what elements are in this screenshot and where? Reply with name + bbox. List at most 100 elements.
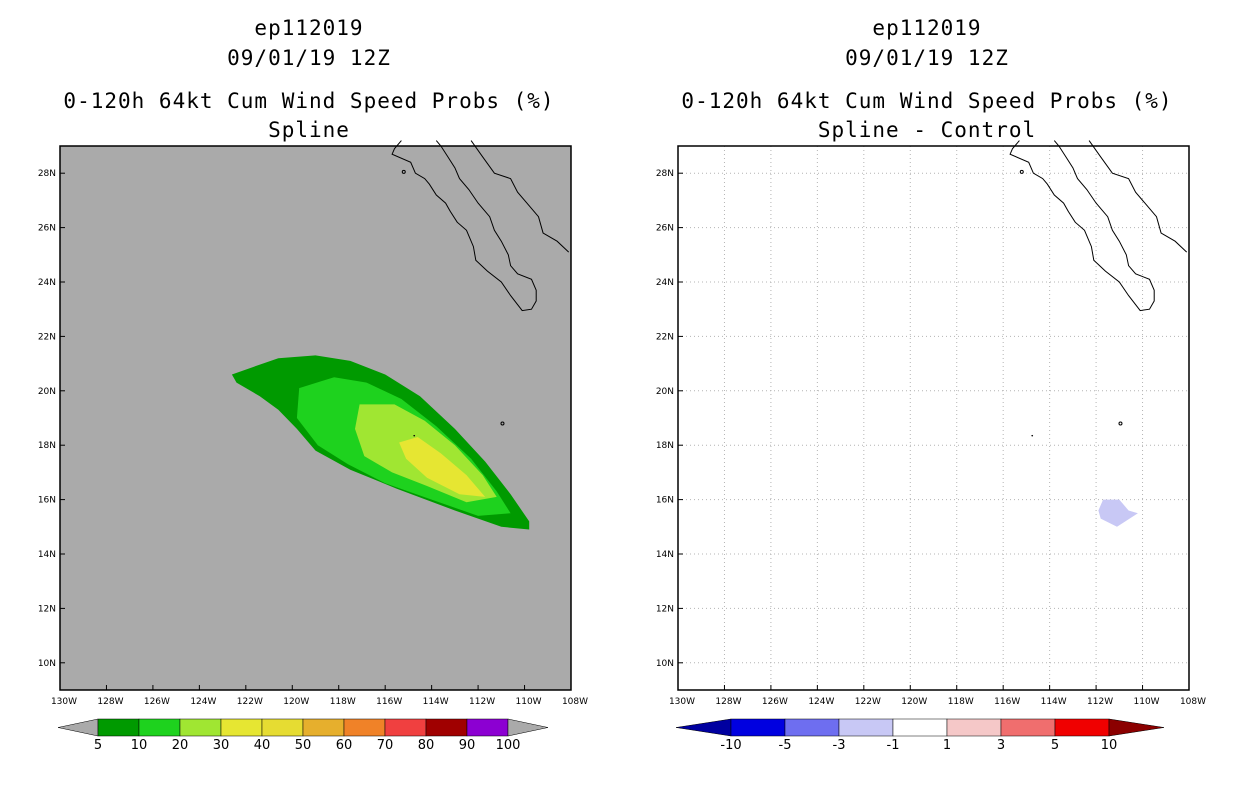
x-tick-label: 116W bbox=[994, 697, 1020, 707]
y-tick-label: 20N bbox=[38, 387, 56, 397]
plot-frame bbox=[677, 145, 1190, 691]
x-tick-label: 124W bbox=[190, 697, 216, 707]
colorbar-swatch bbox=[261, 718, 304, 737]
island-cedros bbox=[1019, 169, 1024, 174]
y-tick-label: 10N bbox=[38, 659, 56, 669]
colorbar-swatch bbox=[784, 718, 840, 737]
x-tick-label: 112W bbox=[1087, 697, 1113, 707]
y-tick-label: 22N bbox=[38, 332, 56, 342]
colorbar-swatch bbox=[343, 718, 386, 737]
x-tick-label: 124W bbox=[808, 697, 834, 707]
y-tick-label: 12N bbox=[38, 604, 56, 614]
coastline-mainland bbox=[470, 140, 570, 253]
date-title: 09/01/19 12Z bbox=[227, 46, 391, 70]
colorbar-label: 60 bbox=[336, 738, 353, 753]
colorbar-label: 50 bbox=[295, 738, 312, 753]
island-san-benedicto bbox=[413, 434, 416, 437]
x-tick-label: 118W bbox=[330, 697, 356, 707]
y-tick-label: 24N bbox=[38, 278, 56, 288]
x-tick-label: 130W bbox=[669, 697, 695, 707]
y-tick-label: 18N bbox=[38, 441, 56, 451]
y-tick-label: 26N bbox=[656, 224, 674, 234]
chart-title: 0-120h 64kt Cum Wind Speed Probs (%) bbox=[681, 89, 1173, 113]
colorbar-swatch bbox=[1054, 718, 1110, 737]
colorbar-label: 10 bbox=[131, 738, 148, 753]
colorbar-swatch bbox=[302, 718, 345, 737]
contour-fill-30 bbox=[399, 437, 486, 497]
x-tick-label: 130W bbox=[51, 697, 77, 707]
chart-title: 0-120h 64kt Cum Wind Speed Probs (%) bbox=[63, 89, 555, 113]
x-tick-label: 122W bbox=[237, 697, 263, 707]
colorbar-swatch bbox=[946, 718, 1002, 737]
colorbar-arrow-high bbox=[507, 718, 549, 737]
date-title: 09/01/19 12Z bbox=[845, 46, 1009, 70]
x-tick-label: 110W bbox=[516, 697, 542, 707]
x-tick-label: 128W bbox=[97, 697, 123, 707]
plot-frame bbox=[59, 145, 572, 691]
colorbar-swatch bbox=[384, 718, 427, 737]
x-tick-label: 126W bbox=[144, 697, 170, 707]
colorbar-label: 5 bbox=[1051, 738, 1059, 753]
x-tick-label: 126W bbox=[762, 697, 788, 707]
y-tick-label: 20N bbox=[656, 387, 674, 397]
colorbar-label: -10 bbox=[720, 738, 741, 753]
y-tick-label: 28N bbox=[656, 169, 674, 179]
colorbar-swatch bbox=[425, 718, 468, 737]
colorbar-arrow-low bbox=[57, 718, 99, 737]
colorbar-swatch bbox=[97, 718, 140, 737]
x-tick-label: 114W bbox=[423, 697, 449, 707]
island-socorro bbox=[500, 421, 505, 426]
colorbar-label: 10 bbox=[1101, 738, 1118, 753]
x-tick-label: 112W bbox=[469, 697, 495, 707]
y-tick-label: 16N bbox=[656, 496, 674, 506]
y-tick-label: 18N bbox=[656, 441, 674, 451]
y-tick-label: 24N bbox=[656, 278, 674, 288]
colorbar-swatch bbox=[838, 718, 894, 737]
coastline-mainland bbox=[1088, 140, 1188, 253]
y-tick-label: 28N bbox=[38, 169, 56, 179]
chart-subtitle: Spline bbox=[268, 118, 350, 142]
panel-spline-minus-control: ep112019 09/01/19 12Z 0-120h 64kt Cum Wi… bbox=[618, 0, 1236, 800]
colorbar-label: -5 bbox=[779, 738, 792, 753]
panel-spline: ep112019 09/01/19 12Z 0-120h 64kt Cum Wi… bbox=[38, 16, 588, 753]
colorbar-label: 80 bbox=[418, 738, 435, 753]
colorbar-swatch bbox=[220, 718, 263, 737]
y-tick-label: 12N bbox=[656, 604, 674, 614]
colorbar-swatch bbox=[892, 718, 948, 737]
chart-subtitle: Spline - Control bbox=[817, 118, 1037, 142]
colorbar-swatch bbox=[466, 718, 509, 737]
colorbar-swatch bbox=[730, 718, 786, 737]
y-tick-label: 14N bbox=[656, 550, 674, 560]
x-tick-label: 110W bbox=[1134, 697, 1160, 707]
coastline-baja bbox=[1009, 140, 1155, 312]
x-tick-label: 118W bbox=[948, 697, 974, 707]
colorbar-label: 90 bbox=[459, 738, 476, 753]
colorbar-label: 100 bbox=[496, 738, 521, 753]
x-tick-label: 108W bbox=[1180, 697, 1206, 707]
y-tick-label: 10N bbox=[656, 659, 674, 669]
colorbar-label: 3 bbox=[997, 738, 1005, 753]
x-tick-label: 122W bbox=[855, 697, 881, 707]
colorbar-label: 70 bbox=[377, 738, 394, 753]
contour-fill-neg3 bbox=[1098, 499, 1138, 527]
coastline-baja bbox=[391, 140, 537, 312]
y-tick-label: 22N bbox=[656, 332, 674, 342]
map-plot-spline: 10N 12N 14N 16N 18N 20N 22N 24N 26N 28N 130W 128W 12… bbox=[38, 140, 588, 753]
x-tick-label: 128W bbox=[715, 697, 741, 707]
map-plot-difference: 10N 12N 14N 16N 18N 20N 22N 24N 26N 28N 130W 128W 12… bbox=[656, 140, 1206, 753]
x-tick-label: 108W bbox=[562, 697, 588, 707]
x-tick-label: 120W bbox=[901, 697, 927, 707]
plot-background bbox=[678, 146, 1189, 690]
colorbar-swatch bbox=[179, 718, 222, 737]
colorbar-label: 1 bbox=[943, 738, 951, 753]
island-cedros bbox=[401, 169, 406, 174]
storm-id-title: ep112019 bbox=[254, 16, 364, 40]
y-tick-label: 26N bbox=[38, 224, 56, 234]
colorbar-label: 20 bbox=[172, 738, 189, 753]
x-tick-label: 114W bbox=[1041, 697, 1067, 707]
colorbar-arrow-low bbox=[675, 718, 732, 737]
colorbar-arrow-high bbox=[1108, 718, 1165, 737]
x-tick-label: 116W bbox=[376, 697, 402, 707]
colorbar-label: -1 bbox=[887, 738, 900, 753]
colorbar-label: 5 bbox=[94, 738, 102, 753]
